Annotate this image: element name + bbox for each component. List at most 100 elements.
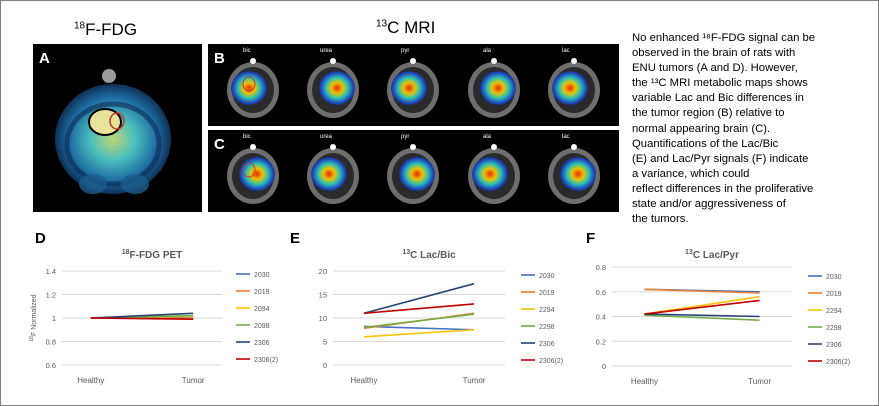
y-tick-label: 5 (323, 338, 327, 347)
legend-label: 2306(2) (826, 359, 850, 366)
panel-label-d: D (35, 230, 46, 247)
metabolic-heatmap (472, 157, 508, 191)
chart-title: 13C Lac/Bic (402, 249, 456, 261)
chart-title-superscript: 13 (402, 249, 410, 256)
caption-line: a variance, which could (632, 167, 750, 180)
reference-marker (330, 144, 336, 150)
chart-title-superscript: 18 (122, 249, 130, 256)
legend-label: 2019 (539, 290, 555, 297)
series-line-2294 (363, 328, 475, 338)
metabolic-heatmap (560, 157, 596, 191)
y-tick-label: 0.8 (46, 338, 56, 347)
chart-title-text: F-FDG PET (130, 250, 183, 261)
legend-label: 2306 (539, 341, 555, 348)
chart-title-text: C Lac/Pyr (693, 250, 739, 261)
series-line-2306 (644, 313, 760, 318)
y-tick-label: 0.4 (596, 313, 606, 322)
legend-label: 2306(2) (539, 358, 563, 365)
y-axis-label: 18F Normalized (29, 294, 38, 341)
series-line-2306(2) (363, 303, 475, 315)
caption-line: reflect differences in the proliferative (632, 182, 814, 195)
legend-label: 2294 (539, 307, 555, 314)
metabolite-label: lac (562, 48, 570, 54)
series-line-2306 (363, 282, 475, 315)
mri-header: 13C MRI (376, 18, 436, 37)
series-line-2298 (363, 313, 475, 329)
x-tick-label: Tumor (182, 376, 205, 385)
reference-marker (410, 144, 416, 150)
legend-label: 2306(2) (254, 357, 278, 364)
legend-label: 2294 (826, 308, 842, 315)
y-tick-label: 0.6 (596, 288, 606, 297)
roi-outline (242, 76, 256, 92)
legend-label: 2098 (254, 323, 270, 330)
metabolite-label: pyr (401, 134, 410, 140)
series-line-2298 (644, 314, 760, 322)
chart-title-text: C Lac/Bic (410, 250, 456, 261)
chart-title: 13C Lac/Pyr (685, 249, 739, 261)
reference-marker (330, 58, 336, 64)
chart-title-superscript: 13 (685, 249, 693, 256)
legend-label: 2298 (539, 324, 555, 331)
roi-outline (242, 162, 256, 178)
y-tick-label: 0.2 (596, 337, 606, 346)
metabolite-label: pyr (401, 48, 410, 54)
x-tick-label: Healthy (350, 376, 377, 385)
x-tick-label: Healthy (631, 377, 658, 386)
chart-f: 13C Lac/Pyr 0 0.2 0.4 0.6 0.8 Healthy Tumor 2030… (596, 249, 851, 386)
mri-panel-c: C bic urea pyr ala lac (208, 130, 619, 212)
reference-marker (571, 58, 577, 64)
metabolic-heatmap (239, 157, 275, 191)
series-line-2306(2) (644, 299, 760, 315)
metabolite-label: bic (243, 48, 251, 54)
y-tick-label: 1.4 (46, 267, 56, 276)
metabolic-heatmap (311, 157, 347, 191)
y-tick-label: 10 (319, 314, 327, 323)
legend-label: 2306 (826, 342, 842, 349)
pet-header: 18F-FDG (74, 20, 138, 39)
metabolic-heatmap (319, 71, 355, 105)
metabolite-label: ala (483, 48, 492, 54)
y-tick-label: 0 (602, 362, 606, 371)
y-tick-label: 1.2 (46, 291, 56, 300)
chart-title: 18F-FDG PET (122, 249, 183, 261)
metabolic-heatmap (552, 71, 588, 105)
caption-line: observed in the brain of rats with (632, 47, 796, 60)
mri-maps-b (227, 58, 600, 118)
legend-label: 2019 (254, 289, 270, 296)
caption-line: ENU tumors (A and D). However, (632, 62, 798, 75)
metabolite-label: ala (483, 134, 492, 140)
series-line-2306(2) (90, 317, 194, 320)
x-tick-label: Healthy (77, 376, 104, 385)
legend-label: 2030 (254, 272, 270, 279)
y-axis-label-superscript: 18 (29, 336, 35, 342)
panel-label-e: E (290, 230, 301, 247)
y-tick-label: 0.6 (46, 361, 56, 370)
reference-marker (250, 58, 256, 64)
series-line-2019 (644, 288, 760, 294)
series-line-2306 (90, 312, 194, 319)
reference-marker (571, 144, 577, 150)
legend-label: 2030 (826, 274, 842, 281)
y-tick-label: 15 (319, 291, 327, 300)
mri-panel-b: B bic urea pyr ala lac (208, 44, 619, 126)
legend-label: 2030 (539, 273, 555, 280)
x-tick-label: Tumor (463, 376, 486, 385)
caption-line: variable Lac and Bic differences in (632, 92, 804, 105)
metabolite-label: urea (320, 134, 333, 140)
metabolite-label: bic (243, 134, 251, 140)
panel-label-f: F (586, 230, 596, 247)
caption-line: (E) and Lac/Pyr signals (F) indicate (632, 152, 809, 165)
caption-line: the tumor region (B) relative to (632, 107, 785, 120)
metabolic-heatmap (399, 157, 435, 191)
reference-marker (250, 144, 256, 150)
panel-label-c: C (214, 136, 225, 153)
pet-scan-image (55, 69, 171, 194)
reference-marker (491, 58, 497, 64)
chart-e: 13C Lac/Bic 0 5 10 15 20 Healthy Tumor 2030 2019 2… (319, 249, 563, 385)
caption-line: Quantifications of the Lac/Bic (632, 137, 779, 150)
caption-line: the ¹³C MRI metabolic maps shows (632, 77, 808, 90)
pet-image-panel: A (33, 44, 202, 212)
mri-maps-c (227, 144, 600, 204)
